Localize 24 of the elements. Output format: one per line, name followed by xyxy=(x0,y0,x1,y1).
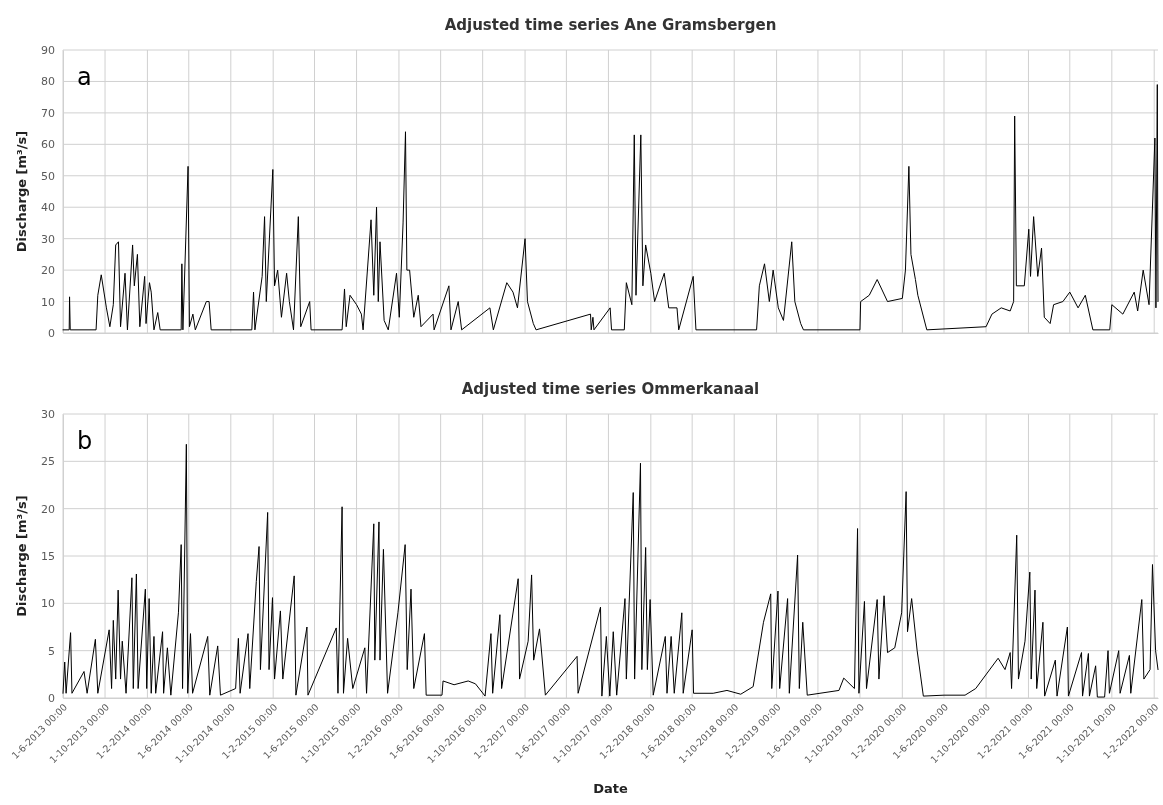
x-axis-title: Date xyxy=(593,781,628,796)
y-tick-label: 20 xyxy=(41,264,55,278)
y-tick-label: 40 xyxy=(41,201,55,215)
y-tick-label: 50 xyxy=(41,169,55,183)
y-tick-label: 5 xyxy=(48,644,55,658)
y-tick-label: 30 xyxy=(41,232,55,246)
y-tick-label: 80 xyxy=(41,75,55,89)
y-axis-title: Discharge [m³/s] xyxy=(14,495,29,617)
annotation: a xyxy=(77,63,92,91)
y-tick-label: 60 xyxy=(41,138,55,152)
y-tick-label: 0 xyxy=(48,692,55,706)
y-tick-label: 15 xyxy=(41,550,55,564)
y-tick-label: 90 xyxy=(41,44,55,58)
chart-title: Adjusted time series Ommerkanaal xyxy=(461,380,760,398)
y-tick-label: 30 xyxy=(41,408,55,422)
chart-title: Adjusted time series Ane Gramsbergen xyxy=(444,16,777,34)
annotation: b xyxy=(77,427,93,455)
y-tick-label: 0 xyxy=(48,327,55,341)
y-axis-title: Discharge [m³/s] xyxy=(14,130,29,253)
y-tick-label: 70 xyxy=(41,106,55,120)
y-tick-label: 10 xyxy=(41,597,55,611)
y-tick-label: 25 xyxy=(41,455,55,469)
y-tick-label: 10 xyxy=(41,295,55,309)
y-tick-label: 20 xyxy=(41,502,55,516)
